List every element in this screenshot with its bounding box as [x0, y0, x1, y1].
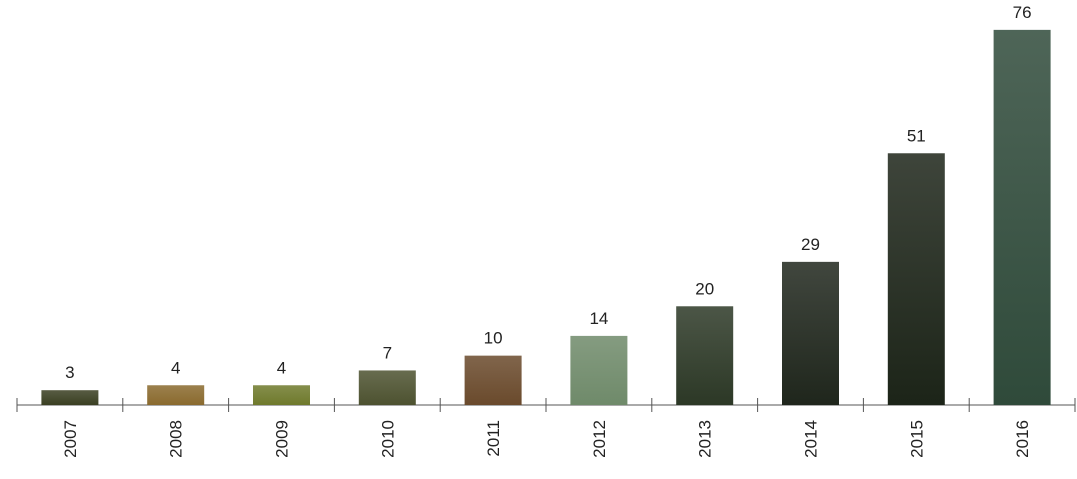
x-tick-label: 2011	[484, 420, 503, 457]
value-label: 51	[907, 126, 926, 145]
bar	[253, 385, 310, 405]
bar	[993, 29, 1051, 405]
bar	[358, 370, 416, 405]
value-label: 76	[1013, 3, 1032, 22]
x-tick-label: 2012	[590, 420, 609, 458]
bar	[41, 390, 99, 405]
bar	[782, 261, 839, 405]
x-tick-label: 2014	[802, 420, 821, 458]
value-label: 3	[65, 363, 74, 382]
bar	[676, 306, 734, 405]
value-label: 14	[589, 309, 608, 328]
x-tick-label: 2010	[378, 420, 397, 458]
x-tick-label: 2016	[1013, 420, 1032, 458]
value-label: 10	[484, 329, 503, 348]
bar	[570, 335, 628, 405]
value-label: 4	[171, 358, 180, 377]
value-label: 29	[801, 235, 820, 254]
x-tick-label: 2013	[696, 420, 715, 458]
x-tick-label: 2009	[273, 420, 292, 458]
value-label: 7	[383, 343, 392, 362]
x-tick-label: 2015	[907, 420, 926, 458]
bar	[464, 355, 522, 405]
value-label: 4	[277, 358, 286, 377]
x-tick-label: 2008	[167, 420, 186, 458]
x-tick-label: 2007	[61, 420, 80, 458]
bar	[887, 153, 945, 405]
bar	[147, 385, 205, 405]
value-label: 20	[695, 279, 714, 298]
